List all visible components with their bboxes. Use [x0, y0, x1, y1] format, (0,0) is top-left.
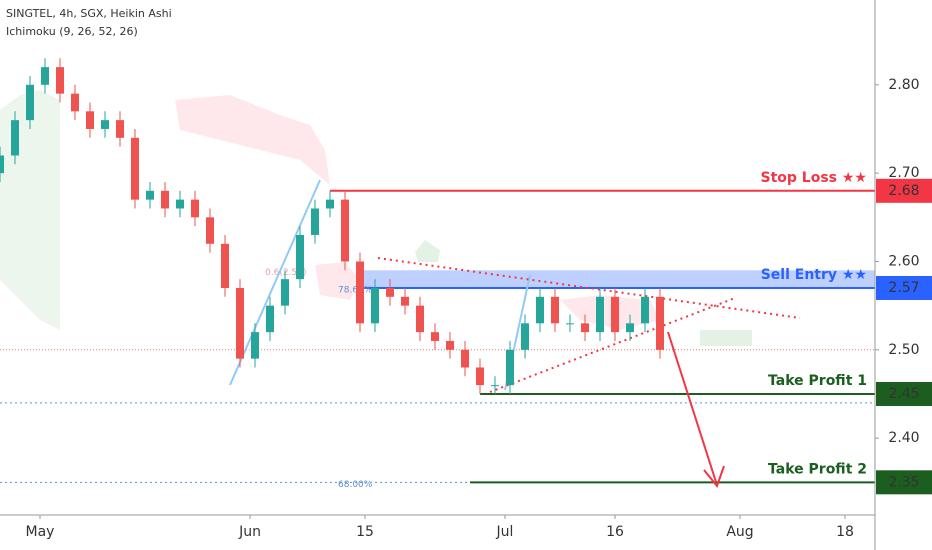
candle-body	[416, 305, 424, 333]
candle-body	[236, 287, 244, 359]
candle-body	[26, 84, 34, 121]
candle-body	[266, 305, 274, 333]
candle-body	[596, 296, 604, 333]
level-price-box	[876, 470, 932, 495]
candle-body	[176, 199, 184, 209]
x-tick-label: Jun	[238, 524, 261, 540]
candle-body	[431, 332, 439, 341]
x-tick-label: 18	[836, 524, 854, 540]
x-tick-label: Jul	[496, 524, 514, 540]
fib-label: 68.00%	[338, 480, 373, 490]
level-price-label: 2.68	[888, 183, 919, 199]
drawings	[229, 179, 801, 489]
candle-body	[11, 120, 19, 156]
level-price-box	[876, 178, 932, 203]
x-tick-label: May	[26, 524, 55, 540]
level-price-label: 2.45	[888, 386, 919, 402]
candle-body	[191, 199, 199, 218]
candle-body	[506, 349, 514, 386]
y-tick-label: 2.70	[888, 165, 919, 181]
level-price-box	[876, 275, 932, 300]
candle-body	[626, 323, 634, 333]
level-label: Stop Loss ★★	[761, 170, 867, 186]
x-tick-label: Aug	[726, 524, 753, 540]
candle-body	[101, 120, 109, 129]
candle-body	[41, 67, 49, 85]
level-label: Sell Entry ★★	[761, 267, 867, 283]
wave-line	[229, 179, 321, 386]
level-price-box	[876, 381, 932, 406]
candle-body	[86, 111, 94, 129]
candle-body	[461, 349, 469, 368]
candle-body	[131, 137, 139, 200]
sell-zone	[362, 270, 875, 288]
arrow	[667, 331, 717, 483]
y-tick-label: 2.60	[888, 253, 919, 269]
candle-body	[611, 296, 619, 333]
candle-body	[566, 323, 574, 325]
candle-body	[56, 67, 64, 94]
y-tick-label: 2.80	[888, 77, 919, 93]
y-tick-label: 2.50	[888, 342, 919, 358]
candle-body	[641, 296, 649, 324]
candle-body	[491, 385, 499, 387]
indicator-label: Ichimoku (9, 26, 52, 26)	[6, 25, 138, 38]
candle-body	[386, 287, 394, 297]
candle-body	[221, 243, 229, 288]
price-axis	[875, 0, 932, 550]
candle-body	[581, 323, 589, 333]
candle-body	[446, 340, 454, 350]
candle-body	[71, 93, 79, 112]
x-tick-label: 16	[606, 524, 624, 540]
candle-body	[161, 190, 169, 209]
candles	[0, 58, 664, 394]
candle-body	[311, 208, 319, 235]
x-tick-label: 15	[356, 524, 374, 540]
candle-body	[536, 296, 544, 324]
candle-body	[341, 199, 349, 262]
fib-label: 0.6(2.59)	[265, 268, 306, 278]
fib-label: 78.60%	[338, 285, 373, 295]
levels: Stop Loss ★★ Sell Entry ★★ Take Profit 1 Ta…	[0, 170, 875, 490]
candle-body	[656, 296, 664, 350]
candle-body	[251, 332, 259, 359]
level-price-label: 2.57	[888, 280, 919, 296]
candle-body	[356, 261, 364, 324]
trend-line	[489, 297, 736, 393]
arrow-head	[703, 465, 725, 489]
candle-body	[521, 323, 529, 350]
candle-body	[296, 234, 304, 280]
trend-line	[377, 257, 801, 319]
candle-body	[401, 296, 409, 306]
candle-body	[146, 190, 154, 200]
candle-body	[551, 296, 559, 324]
level-label: Take Profit 1	[768, 373, 867, 389]
y-tick-label: 2.40	[888, 430, 919, 446]
candle-body	[281, 279, 289, 306]
candle-body	[371, 287, 379, 324]
level-label: Take Profit 2	[768, 461, 867, 477]
candle-body	[116, 120, 124, 138]
level-price-label: 2.35	[888, 474, 919, 490]
candle-body	[206, 217, 214, 244]
candle-body	[0, 155, 4, 174]
candle-body	[476, 367, 484, 386]
chart-title: SINGTEL, 4h, SGX, Heikin Ashi	[6, 7, 172, 20]
candle-body	[326, 199, 334, 209]
